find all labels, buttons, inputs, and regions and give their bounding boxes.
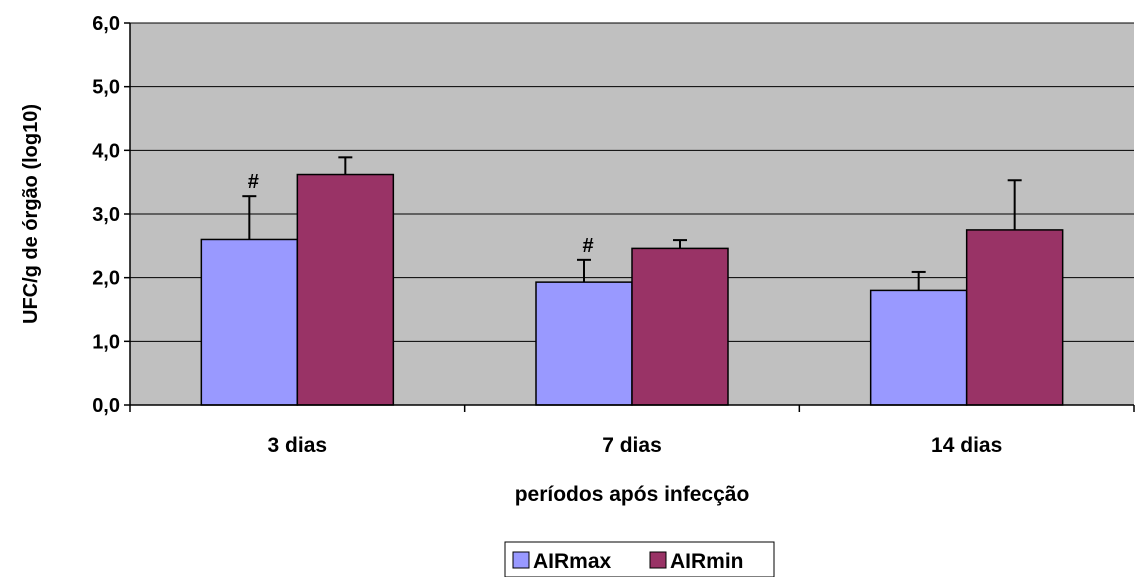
x-axis-label: períodos após infecção <box>515 483 750 506</box>
y-tick-label: 4,0 <box>92 140 120 162</box>
bar-airmin-2 <box>965 229 1064 406</box>
legend-swatch-airmin <box>649 551 667 569</box>
significance-marker: # <box>582 235 593 257</box>
legend-label-airmin: AIRmin <box>670 550 744 573</box>
legend-box <box>504 541 775 577</box>
bar-airmax-2 <box>869 289 968 406</box>
x-ticks: 3 dias 7 dias 14 dias <box>129 405 1135 457</box>
annotations: ## <box>248 171 594 257</box>
bar-airmax-1 <box>535 281 633 406</box>
y-axis-label: UFC/g de órgão (log10) <box>20 104 42 324</box>
y-ticks: 0,0 1,0 2,0 3,0 4,0 5,0 6,0 <box>92 13 130 417</box>
y-tick-label: 3,0 <box>92 204 120 226</box>
legend-swatch-airmax <box>512 551 530 569</box>
x-tick-label: 7 dias <box>602 434 662 457</box>
bar-airmin-0 <box>296 173 395 406</box>
legend: AIRmax AIRmin <box>504 541 775 577</box>
bars <box>200 173 1064 406</box>
y-tick-label: 1,0 <box>92 331 120 353</box>
significance-marker: # <box>248 171 259 193</box>
bar-airmax-0 <box>200 238 299 406</box>
bar-airmin-1 <box>631 247 729 406</box>
x-tick-label: 14 dias <box>931 434 1002 457</box>
y-tick-label: 0,0 <box>92 395 120 417</box>
y-tick-label: 2,0 <box>92 268 120 290</box>
legend-label-airmax: AIRmax <box>533 550 612 573</box>
y-tick-label: 5,0 <box>92 77 120 99</box>
y-tick-label: 6,0 <box>92 13 120 35</box>
error-bars <box>242 156 1022 291</box>
x-tick-label: 3 dias <box>268 434 328 457</box>
